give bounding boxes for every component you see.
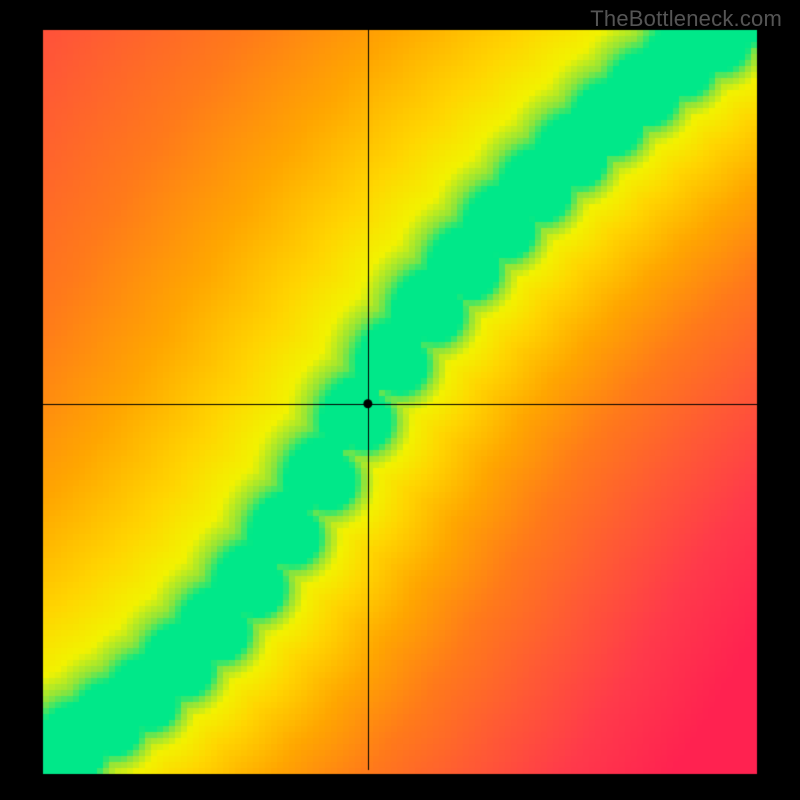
bottleneck-heatmap xyxy=(0,0,800,800)
watermark-text: TheBottleneck.com xyxy=(590,6,782,32)
